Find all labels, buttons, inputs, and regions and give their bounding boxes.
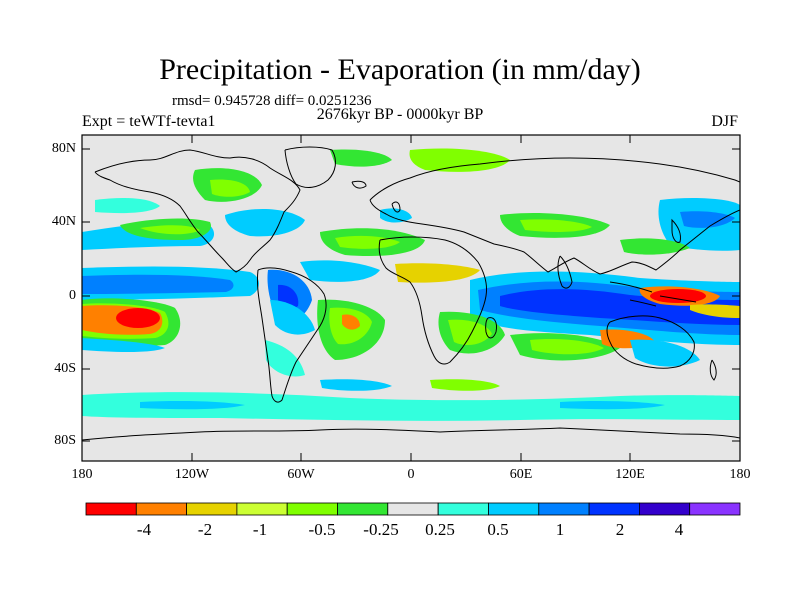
colorbar-box — [689, 502, 741, 516]
coast-indonesia — [609, 281, 697, 307]
x-tick-label: 180 — [729, 467, 751, 482]
southern-ocean-wet-4 — [320, 379, 392, 391]
colorbar-label: -0.25 — [363, 520, 399, 539]
australia-wet — [630, 339, 700, 367]
s-atlantic-dry-core — [342, 314, 360, 330]
se-pacific-dry-core — [116, 308, 160, 328]
w-pacific-dry — [690, 304, 740, 318]
colorbar-label: -2 — [197, 520, 213, 539]
spcz-wet — [82, 338, 165, 352]
y-axis-ticks — [82, 148, 740, 442]
x-tick-label: 180 — [71, 467, 93, 482]
kuroshio-dry — [620, 238, 690, 255]
n-w-pacific-core — [680, 211, 735, 228]
coast-madagascar — [485, 317, 497, 339]
coast-north-america — [94, 149, 301, 273]
colorbar-box — [286, 502, 338, 516]
colorbar-box — [488, 502, 540, 516]
y-tick-label: 40N — [51, 214, 76, 229]
colorbar-box — [135, 502, 188, 516]
colorbar-label: -1 — [252, 520, 268, 539]
scandinavia-wet — [380, 208, 412, 223]
x-tick-label: 0 — [407, 467, 415, 482]
asia-green-2 — [520, 219, 592, 232]
maritime-continent-core — [650, 289, 706, 303]
colorbar-label: -0.5 — [308, 520, 336, 539]
coast-australia — [606, 315, 695, 369]
s-america-south-wet — [265, 340, 305, 377]
colorbar-box — [639, 502, 691, 516]
north-pacific-wet-2 — [95, 198, 160, 214]
colorbar-box — [186, 502, 238, 516]
nh-high-lat-green — [330, 149, 392, 167]
s-america-wet — [270, 300, 315, 335]
x-axis-ticks — [81, 135, 741, 461]
plot-title: Precipitation - Evaporation (in mm/day) — [159, 53, 641, 86]
x-tick-label: 120W — [174, 467, 210, 482]
colorbar — [85, 502, 741, 516]
coast-new-zealand — [709, 359, 717, 381]
s-indian-dry-2 — [530, 338, 604, 355]
s-africa-dry-2 — [448, 319, 492, 346]
itcz-pacific-core — [82, 274, 234, 294]
colorbar-box — [437, 502, 489, 516]
y-tick-label: 80S — [54, 433, 76, 448]
coast-uk — [391, 201, 401, 213]
coast-south-america — [257, 267, 327, 403]
y-tick-label: 0 — [69, 288, 76, 303]
colorbar-box — [387, 502, 439, 516]
coast-iceland — [351, 180, 367, 189]
colorbar-label: 0.5 — [487, 520, 509, 539]
x-tick-label: 120E — [615, 467, 645, 482]
colorbar-box — [85, 502, 137, 516]
coast-eurasia — [369, 157, 740, 275]
x-tick-label: 60E — [509, 467, 533, 482]
coast-africa — [378, 236, 487, 365]
atlantic-itcz — [300, 260, 380, 282]
indian-ocean-core — [500, 289, 740, 325]
y-tick-label: 80N — [51, 141, 76, 156]
season-label: DJF — [711, 113, 738, 130]
n-america-dry-2 — [210, 179, 250, 197]
colorbar-label: -4 — [136, 520, 152, 539]
coast-greenland — [284, 146, 336, 188]
colorbar-label: 1 — [555, 520, 565, 539]
coast-india — [557, 255, 573, 289]
coast-antarctica — [82, 427, 740, 441]
colorbar-label: 0.25 — [425, 520, 455, 539]
stats-line: rmsd= 0.945728 diff= 0.0251236 — [172, 93, 372, 109]
n-pacific-green — [140, 225, 200, 235]
period-label: 2676kyr BP - 0000kyr BP — [316, 106, 484, 123]
atlantic-north-wet — [225, 208, 305, 237]
colorbar-box — [588, 502, 640, 516]
southern-ocean-wet-2 — [140, 401, 245, 410]
pe-field — [82, 148, 740, 421]
coastlines — [82, 146, 740, 441]
n-africa-dry — [395, 263, 480, 283]
southern-ocean-wet-3 — [560, 401, 665, 410]
colorbar-box — [337, 502, 389, 516]
southern-ocean-wet — [82, 392, 740, 421]
southern-ocean-dry — [430, 379, 500, 391]
experiment-label: Expt = teWTf-tevta1 — [82, 113, 216, 130]
colorbar-label: 2 — [615, 520, 625, 539]
colorbar-box — [236, 502, 288, 516]
y-tick-label: 40S — [54, 361, 76, 376]
x-tick-label: 60W — [287, 467, 315, 482]
nh-high-lat-dry — [409, 148, 510, 172]
colorbar-box — [538, 502, 590, 516]
coast-japan — [671, 218, 681, 243]
colorbar-label: 4 — [674, 520, 684, 539]
